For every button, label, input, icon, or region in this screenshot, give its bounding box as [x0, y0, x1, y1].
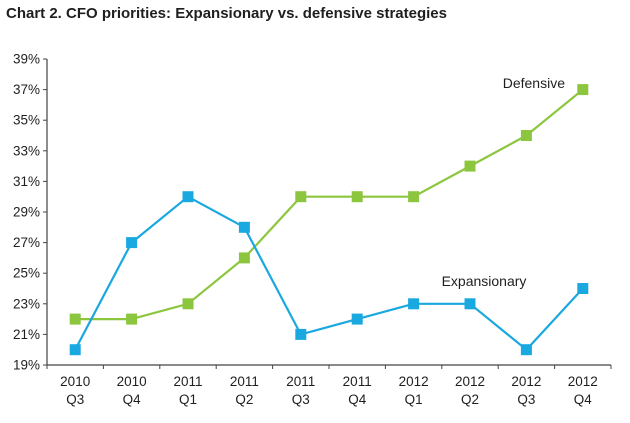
data-point-expansionary	[182, 191, 194, 203]
y-tick-label: 21%	[13, 327, 40, 342]
x-tick-label-quarter: Q2	[461, 392, 479, 407]
x-tick-label-year: 2011	[343, 374, 372, 389]
y-tick-label: 23%	[13, 296, 40, 311]
data-point-expansionary	[520, 344, 532, 356]
data-point-defensive	[351, 191, 363, 203]
series-line-expansionary	[74, 195, 584, 351]
x-tick-label-year: 2012	[455, 374, 485, 389]
x-tick-label-year: 2012	[399, 374, 429, 389]
y-tick-label: 33%	[13, 143, 40, 158]
series-markers	[69, 84, 589, 356]
data-point-defensive	[126, 313, 138, 325]
series-label-expansionary: Expansionary	[442, 273, 527, 289]
y-tick-label: 29%	[13, 205, 40, 220]
x-tick-label-year: 2010	[60, 374, 90, 389]
y-tick-label: 35%	[13, 113, 40, 128]
y-tick-label: 25%	[13, 266, 40, 281]
data-point-defensive	[577, 84, 589, 96]
x-tick-label-quarter: Q4	[123, 392, 142, 407]
data-point-expansionary	[464, 298, 476, 310]
series-label-defensive: Defensive	[503, 75, 565, 91]
data-point-expansionary	[238, 221, 250, 233]
y-tick-label: 39%	[13, 52, 40, 67]
x-tick-label-year: 2012	[511, 374, 541, 389]
series-labels: Defensive Expansionary	[442, 75, 566, 289]
y-tick-label: 27%	[13, 235, 40, 250]
x-tick-label-year: 2011	[286, 374, 315, 389]
chart-title: Chart 2. CFO priorities: Expansionary vs…	[6, 5, 447, 22]
data-point-defensive	[408, 191, 420, 203]
data-point-expansionary	[69, 344, 81, 356]
data-point-defensive	[69, 313, 81, 325]
data-point-expansionary	[295, 328, 307, 340]
y-tick-label: 37%	[13, 82, 40, 97]
data-point-defensive	[520, 130, 532, 141]
data-point-defensive	[238, 252, 250, 264]
data-point-defensive	[464, 160, 476, 172]
x-tick-label-quarter: Q3	[517, 392, 535, 407]
data-point-defensive	[295, 191, 307, 203]
x-tick-label-year: 2012	[568, 374, 598, 389]
data-point-defensive	[182, 298, 194, 310]
y-tick-label: 31%	[13, 174, 40, 189]
data-point-expansionary	[408, 298, 420, 310]
x-tick-label-year: 2011	[230, 374, 259, 389]
x-tick-label-year: 2010	[117, 374, 147, 389]
series-lines	[74, 88, 584, 351]
x-tick-label-quarter: Q1	[405, 392, 423, 407]
x-tick-label-quarter: Q3	[66, 392, 84, 407]
x-tick-label-year: 2011	[173, 374, 202, 389]
x-tick-label-quarter: Q4	[348, 392, 367, 407]
x-tick-label-quarter: Q1	[179, 392, 197, 407]
x-tick-label-quarter: Q3	[292, 392, 310, 407]
data-point-expansionary	[351, 313, 363, 325]
x-tick-label-quarter: Q4	[574, 392, 593, 407]
data-point-expansionary	[126, 237, 138, 249]
axes: 19% 21% 23% 25% 27% 29% 31% 33% 35% 37% 39% 2010 Q3 2…	[13, 52, 612, 407]
series-line-defensive	[75, 88, 584, 321]
data-point-expansionary	[577, 283, 589, 294]
y-tick-label: 19%	[13, 358, 40, 373]
x-tick-label-quarter: Q2	[235, 392, 253, 407]
